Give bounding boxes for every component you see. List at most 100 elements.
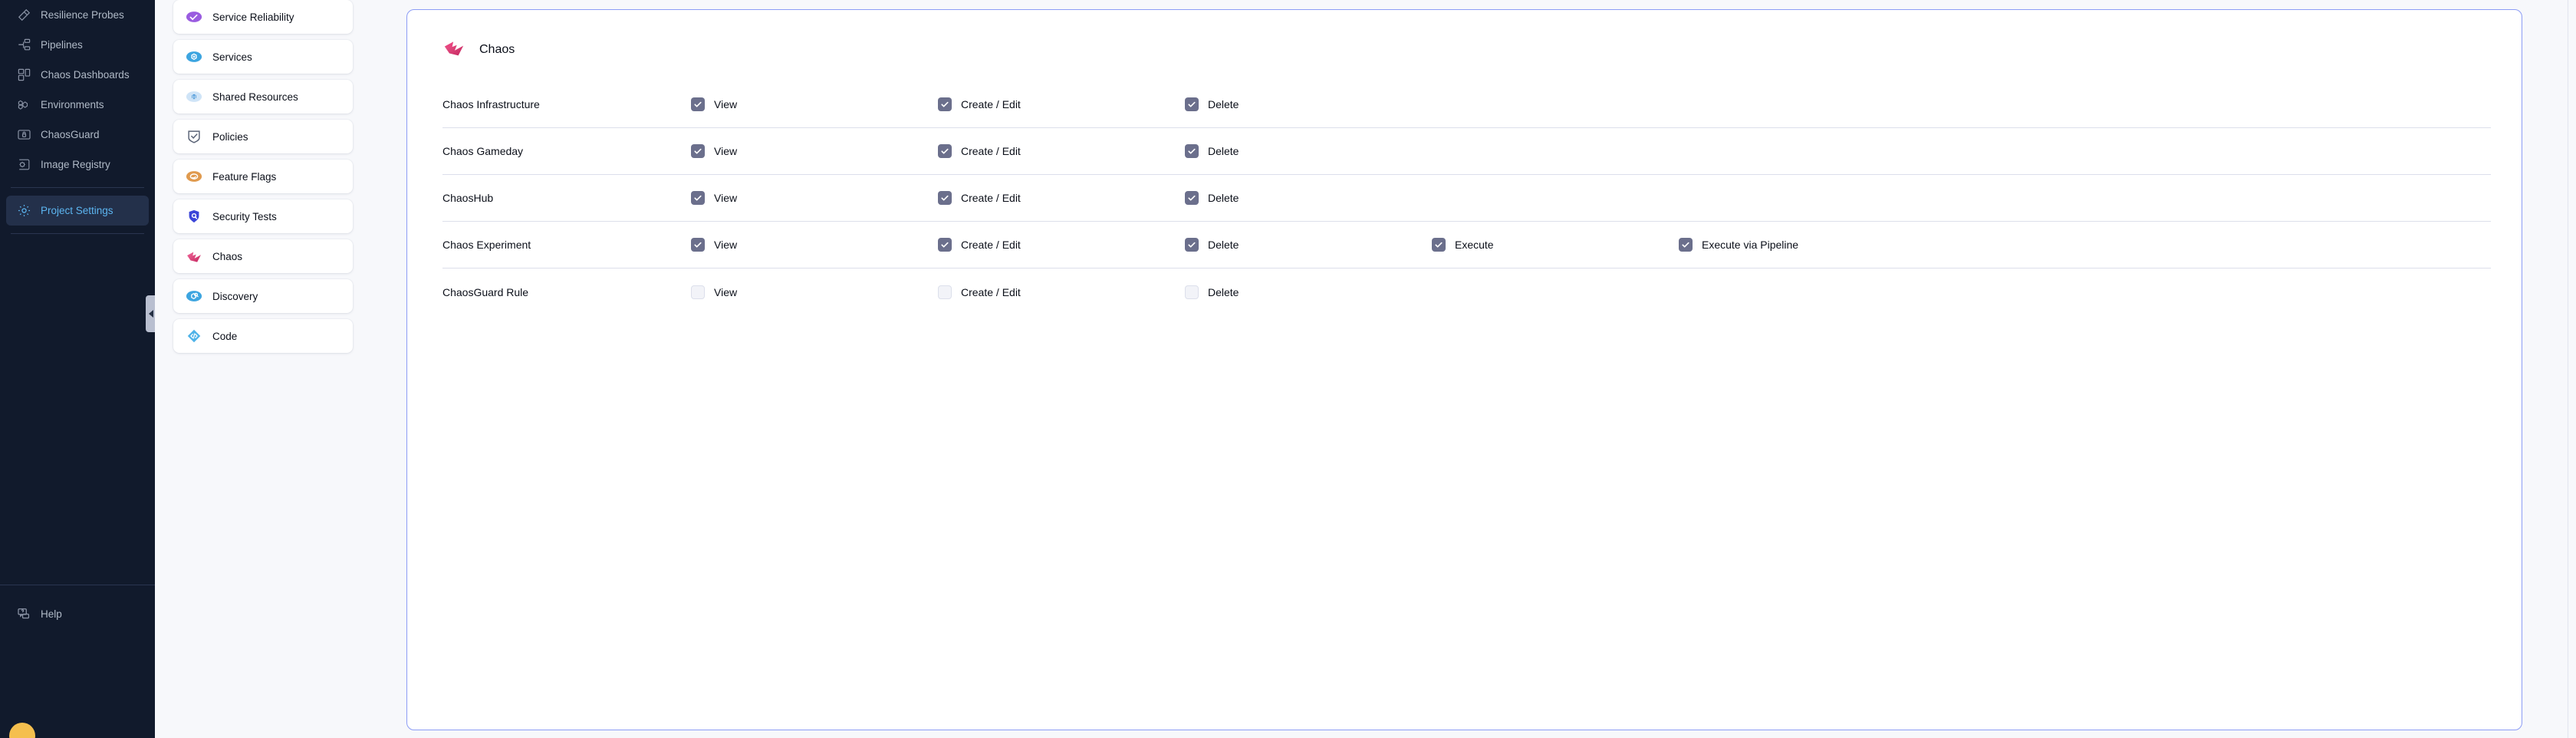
permission-option-delete[interactable]: Delete	[1185, 97, 1432, 111]
checkbox-checked-icon[interactable]	[691, 144, 705, 158]
settings-category-services[interactable]: Services	[173, 40, 353, 74]
sidebar-item-chaos-dashboards[interactable]: Chaos Dashboards	[6, 60, 149, 90]
dashboards-icon	[17, 68, 31, 82]
settings-category-list: Service Reliability Services Shared Resour…	[173, 0, 370, 353]
permission-option-label: Create / Edit	[961, 285, 1021, 298]
discovery-icon	[186, 288, 202, 305]
checkbox-checked-icon[interactable]	[1185, 144, 1199, 158]
permission-option-label: Delete	[1208, 98, 1239, 110]
sidebar-item-environments[interactable]: Environments	[6, 90, 149, 120]
settings-category-label: Chaos	[212, 250, 243, 262]
permission-option-view[interactable]: View	[691, 238, 938, 252]
page-title: Chaos	[479, 42, 515, 56]
permission-row: ChaosGuard Rule View Create / Edit Delete	[442, 269, 2491, 315]
permission-resource-label: ChaosGuard Rule	[442, 285, 529, 298]
gear-icon	[17, 203, 31, 218]
permission-option-view[interactable]: View	[691, 191, 938, 205]
permission-option-create-edit[interactable]: Create / Edit	[938, 285, 1185, 299]
sidebar-item-pipelines[interactable]: Pipelines	[6, 30, 149, 60]
checkbox-checked-icon[interactable]	[1432, 238, 1446, 252]
settings-category-service-reliability[interactable]: Service Reliability	[173, 0, 353, 34]
permission-option-create-edit[interactable]: Create / Edit	[938, 97, 1185, 111]
pipelines-icon	[17, 38, 31, 52]
feature-flags-icon	[186, 168, 202, 185]
sidebar-item-label: Image Registry	[41, 159, 110, 170]
left-sidebar: Resilience Probes Pipelines Chaos Dashboar…	[0, 0, 155, 738]
permission-options: View Create / Edit Delete	[691, 191, 2491, 205]
chaos-permissions-card: Chaos Chaos Infrastructure View Create / E…	[406, 9, 2522, 730]
permission-options: View Create / Edit Delete Execute Execute vi…	[691, 238, 2491, 252]
permission-option-label: Delete	[1208, 239, 1239, 251]
policies-icon	[186, 128, 202, 145]
permission-option-create-edit[interactable]: Create / Edit	[938, 238, 1185, 252]
permission-option-label: Delete	[1208, 145, 1239, 157]
permission-resource-label: Chaos Experiment	[442, 239, 531, 251]
sidebar-item-label: Pipelines	[41, 39, 83, 51]
settings-category-security-tests[interactable]: Security Tests	[173, 199, 353, 233]
permission-option-label: Create / Edit	[961, 145, 1021, 157]
checkbox-checked-icon[interactable]	[938, 238, 952, 252]
settings-category-label: Feature Flags	[212, 170, 277, 183]
permission-row: Chaos Experiment View Create / Edit Delete E…	[442, 222, 2491, 269]
security-tests-icon	[186, 208, 202, 225]
sidebar-item-project-settings[interactable]: Project Settings	[6, 196, 149, 226]
sidebar-item-resilience-probes[interactable]: Resilience Probes	[6, 0, 149, 30]
help-chat-icon	[17, 607, 31, 621]
checkbox-unchecked-icon[interactable]	[691, 285, 705, 299]
permission-option-label: View	[714, 192, 738, 204]
sidebar-item-chaosguard[interactable]: ChaosGuard	[6, 120, 149, 150]
checkbox-checked-icon[interactable]	[1185, 191, 1199, 205]
checkbox-checked-icon[interactable]	[691, 97, 705, 111]
checkbox-checked-icon[interactable]	[938, 97, 952, 111]
checkbox-checked-icon[interactable]	[691, 238, 705, 252]
permission-resource-label: Chaos Infrastructure	[442, 98, 540, 110]
permission-option-delete[interactable]: Delete	[1185, 144, 1432, 158]
environments-icon	[17, 97, 31, 112]
sidebar-item-help[interactable]: Help	[6, 599, 149, 629]
checkbox-checked-icon[interactable]	[1679, 238, 1693, 252]
sidebar-divider	[11, 187, 144, 188]
permission-option-view[interactable]: View	[691, 285, 938, 299]
settings-category-code[interactable]: Code	[173, 319, 353, 353]
permissions-table: Chaos Infrastructure View Create / Edit Del…	[407, 81, 2522, 315]
checkbox-checked-icon[interactable]	[938, 191, 952, 205]
permission-option-label: Create / Edit	[961, 98, 1021, 110]
sidebar-collapse-handle[interactable]	[146, 295, 155, 332]
chaos-icon	[186, 248, 202, 265]
permission-option-delete[interactable]: Delete	[1185, 238, 1432, 252]
sidebar-item-label: Resilience Probes	[41, 9, 124, 21]
permission-option-execute[interactable]: Execute	[1432, 238, 1679, 252]
sidebar-item-label: Help	[41, 608, 62, 620]
settings-category-shared-resources[interactable]: Shared Resources	[173, 80, 353, 114]
checkbox-checked-icon[interactable]	[1185, 238, 1199, 252]
settings-category-label: Policies	[212, 130, 248, 143]
permission-option-delete[interactable]: Delete	[1185, 285, 1432, 299]
permission-row: ChaosHub View Create / Edit Delete	[442, 175, 2491, 222]
settings-category-discovery[interactable]: Discovery	[173, 279, 353, 313]
sidebar-divider	[11, 233, 144, 234]
checkbox-unchecked-icon[interactable]	[938, 285, 952, 299]
settings-category-chaos[interactable]: Chaos	[173, 239, 353, 273]
permission-resource-label: Chaos Gameday	[442, 145, 524, 157]
permission-option-delete[interactable]: Delete	[1185, 191, 1432, 205]
permission-option-label: View	[714, 285, 738, 298]
sidebar-item-image-registry[interactable]: Image Registry	[6, 150, 149, 180]
permission-option-create-edit[interactable]: Create / Edit	[938, 144, 1185, 158]
checkbox-unchecked-icon[interactable]	[1185, 285, 1199, 299]
permission-option-create-edit[interactable]: Create / Edit	[938, 191, 1185, 205]
settings-category-policies[interactable]: Policies	[173, 120, 353, 153]
checkbox-checked-icon[interactable]	[691, 191, 705, 205]
permission-option-execute-via-pipeline[interactable]: Execute via Pipeline	[1679, 238, 1926, 252]
settings-category-feature-flags[interactable]: Feature Flags	[173, 160, 353, 193]
permission-option-label: Delete	[1208, 285, 1239, 298]
permission-option-label: Delete	[1208, 192, 1239, 204]
checkbox-checked-icon[interactable]	[1185, 97, 1199, 111]
settings-category-label: Security Tests	[212, 210, 277, 222]
settings-category-panel: Service Reliability Services Shared Resour…	[155, 0, 370, 738]
avatar[interactable]	[9, 723, 35, 738]
permission-option-view[interactable]: View	[691, 97, 938, 111]
permission-options: View Create / Edit Delete	[691, 144, 2491, 158]
permission-option-view[interactable]: View	[691, 144, 938, 158]
permission-option-label: View	[714, 239, 738, 251]
checkbox-checked-icon[interactable]	[938, 144, 952, 158]
